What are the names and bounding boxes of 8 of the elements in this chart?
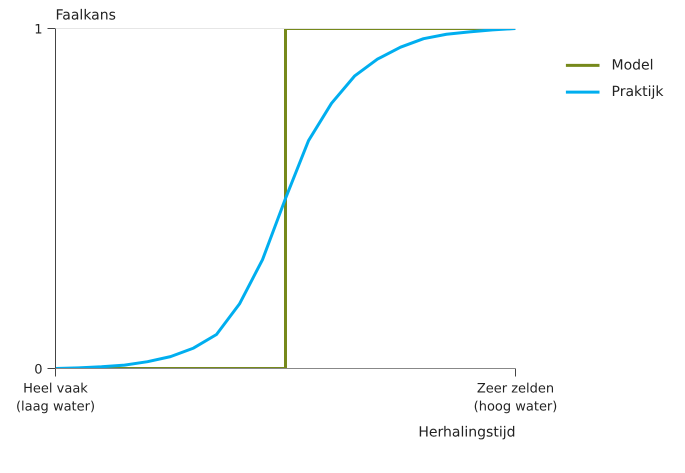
- x-tick-label: Heel vaak (laag water): [16, 382, 96, 414]
- y-axis-title: Faalkans: [56, 8, 116, 24]
- legend-label: Praktijk: [612, 84, 664, 100]
- y-tick-label: 0: [34, 362, 43, 378]
- y-tick-label: 1: [34, 22, 43, 38]
- x-axis-title: Herhalingstijd: [418, 424, 516, 440]
- legend-label: Model: [612, 57, 654, 74]
- x-tick-label: Zeer zelden (hoog water): [474, 382, 558, 414]
